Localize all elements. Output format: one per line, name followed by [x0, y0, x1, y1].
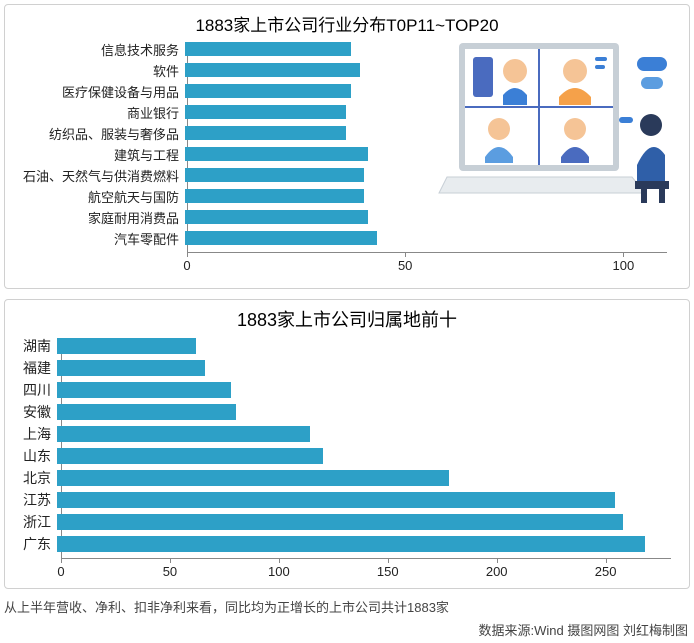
- bar: [57, 360, 205, 376]
- category-label: 信息技术服务: [5, 40, 185, 59]
- category-label: 航空航天与国防: [5, 187, 185, 206]
- category-label: 山东: [5, 446, 57, 466]
- category-label: 安徽: [5, 402, 57, 422]
- bar-row: 浙江: [5, 514, 689, 530]
- bar: [57, 404, 236, 420]
- bar: [57, 382, 231, 398]
- caption-text: 从上半年营收、净利、扣非净利来看，同比均为正增长的上市公司共计1883家: [4, 597, 690, 616]
- credit-text: 数据来源:Wind 摄图网图 刘红梅制图: [4, 620, 688, 639]
- bar-row: 安徽: [5, 404, 689, 420]
- chart2-title: 1883家上市公司归属地前十: [5, 300, 689, 332]
- bar: [57, 536, 645, 552]
- category-label: 北京: [5, 468, 57, 488]
- bar: [185, 105, 346, 119]
- category-label: 软件: [5, 61, 185, 80]
- category-label: 家庭耐用消费品: [5, 208, 185, 227]
- bar: [185, 189, 364, 203]
- bar: [57, 492, 615, 508]
- bar: [185, 168, 364, 182]
- bar-row: 四川: [5, 382, 689, 398]
- bar: [185, 63, 360, 77]
- bar-row: 山东: [5, 448, 689, 464]
- x-tick-label: 150: [377, 564, 399, 579]
- bar-row: 湖南: [5, 338, 689, 354]
- category-label: 福建: [5, 358, 57, 378]
- bar: [185, 147, 368, 161]
- bar-row: 汽车零配件: [5, 231, 689, 245]
- chart-panel-provinces: 1883家上市公司归属地前十 湖南福建四川安徽上海山东北京江苏浙江广东0 50 10…: [4, 299, 690, 589]
- category-label: 石油、天然气与供消费燃料: [5, 166, 185, 185]
- laptop-meeting-illustration: [437, 35, 677, 205]
- x-tick-label: 100: [268, 564, 290, 579]
- bar: [185, 42, 351, 56]
- category-label: 浙江: [5, 512, 57, 532]
- x-tick-label: 200: [486, 564, 508, 579]
- bar: [57, 514, 623, 530]
- x-tick-label: 50: [398, 258, 412, 273]
- bar-row: 家庭耐用消费品: [5, 210, 689, 224]
- bar: [57, 448, 323, 464]
- x-tick-label: 50: [163, 564, 177, 579]
- category-label: 医疗保健设备与用品: [5, 82, 185, 101]
- bar-row: 北京: [5, 470, 689, 486]
- bar: [185, 126, 346, 140]
- bar: [185, 210, 368, 224]
- x-tick-label: 100: [613, 258, 635, 273]
- bar: [57, 426, 310, 442]
- bar: [185, 231, 377, 245]
- category-label: 汽车零配件: [5, 229, 185, 248]
- chart-panel-industries: 1883家上市公司行业分布T0P11~TOP20 信息技术服务软件医疗保健设备与…: [4, 4, 690, 289]
- category-label: 江苏: [5, 490, 57, 510]
- bar: [57, 470, 449, 486]
- bar-row: 上海: [5, 426, 689, 442]
- bar: [57, 338, 196, 354]
- category-label: 广东: [5, 534, 57, 554]
- bar: [185, 84, 351, 98]
- category-label: 纺织品、服装与奢侈品: [5, 124, 185, 143]
- bar-row: 广东: [5, 536, 689, 552]
- x-tick-label: 0: [183, 258, 190, 273]
- category-label: 四川: [5, 380, 57, 400]
- category-label: 上海: [5, 424, 57, 444]
- category-label: 湖南: [5, 336, 57, 356]
- chart1-title: 1883家上市公司行业分布T0P11~TOP20: [5, 5, 689, 36]
- bar-row: 福建: [5, 360, 689, 376]
- category-label: 建筑与工程: [5, 145, 185, 164]
- category-label: 商业银行: [5, 103, 185, 122]
- x-tick-label: 0: [57, 564, 64, 579]
- chart2-plot-area: 湖南福建四川安徽上海山东北京江苏浙江广东0 50 100 150 200 250: [5, 338, 689, 586]
- bar-row: 江苏: [5, 492, 689, 508]
- x-tick-label: 250: [595, 564, 617, 579]
